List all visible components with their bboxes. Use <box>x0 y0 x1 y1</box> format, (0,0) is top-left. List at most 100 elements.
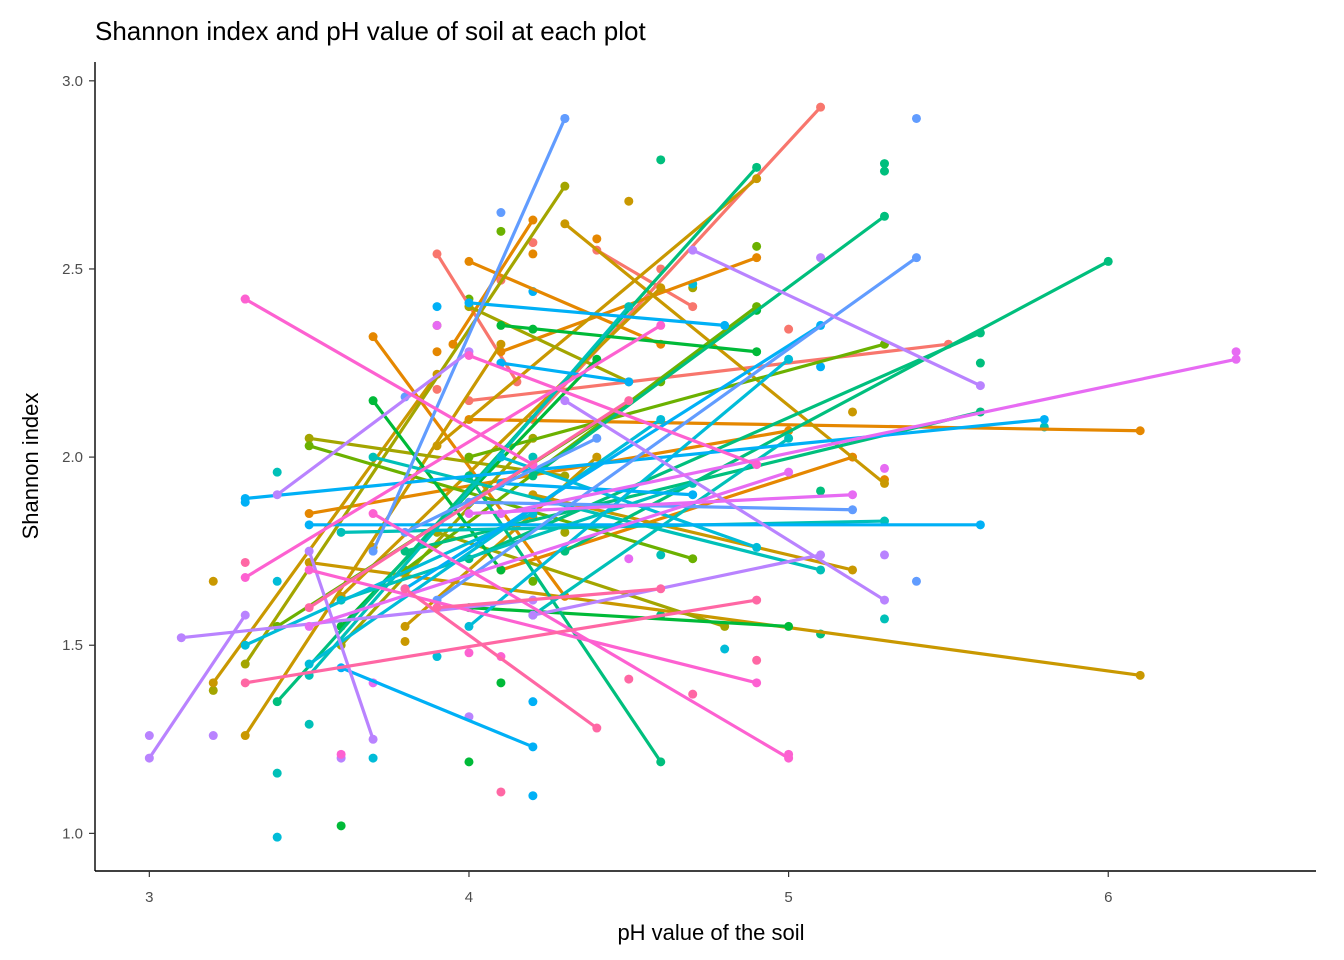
data-point <box>208 576 218 586</box>
data-point <box>304 433 314 443</box>
data-point <box>752 347 762 357</box>
data-point <box>272 467 282 477</box>
data-point <box>448 339 458 349</box>
data-point <box>816 102 826 112</box>
data-point <box>911 113 921 123</box>
data-point <box>240 610 250 620</box>
data-point <box>848 490 858 500</box>
data-point <box>432 302 442 312</box>
data-point <box>879 159 889 169</box>
y-axis-ticks: 1.0 1.5 2.0 2.5 3.0 <box>62 73 95 842</box>
data-point <box>688 302 698 312</box>
series-line <box>500 361 630 384</box>
data-point <box>656 414 666 424</box>
series-line <box>307 305 630 677</box>
series-line <box>467 358 790 628</box>
series-line <box>468 331 982 561</box>
data-point <box>1135 670 1145 680</box>
data-point <box>240 557 250 567</box>
series-line <box>531 214 886 478</box>
data-point <box>848 407 858 417</box>
data-point <box>368 332 378 342</box>
data-point <box>400 546 410 556</box>
data-point <box>752 542 762 552</box>
data-point <box>688 490 698 500</box>
y-tick-label: 1.5 <box>62 637 83 654</box>
data-point <box>784 621 794 631</box>
data-point <box>368 546 378 556</box>
data-point <box>528 238 538 248</box>
x-tick-label: 6 <box>1104 889 1112 906</box>
x-axis-title: pH value of the soil <box>617 920 804 945</box>
data-point <box>624 377 634 387</box>
data-point <box>816 565 826 575</box>
data-point <box>688 689 698 699</box>
series-line <box>531 106 822 421</box>
data-point <box>592 452 602 462</box>
data-point <box>304 659 314 669</box>
series-line <box>468 305 630 384</box>
data-point <box>528 791 538 801</box>
y-tick-label: 1.0 <box>62 825 83 842</box>
series-line <box>308 470 790 628</box>
data-point <box>240 493 250 503</box>
series-line <box>181 598 534 640</box>
data-point <box>560 181 570 191</box>
data-point <box>528 452 538 462</box>
data-point <box>240 640 250 650</box>
data-point <box>1231 354 1241 364</box>
series-line <box>245 417 1045 501</box>
series-line <box>692 248 982 388</box>
series-line <box>244 512 534 647</box>
data-point <box>240 573 250 583</box>
data-point <box>496 320 506 330</box>
data-point <box>784 753 794 763</box>
series-line <box>500 455 758 549</box>
series-line <box>468 259 662 346</box>
data-point <box>624 396 634 406</box>
series-line <box>308 418 662 666</box>
series-line <box>340 286 662 598</box>
series-line <box>307 550 375 740</box>
data-point <box>240 659 250 669</box>
data-point <box>560 219 570 229</box>
data-point <box>624 674 634 684</box>
series-line <box>436 256 918 602</box>
data-point <box>464 256 474 266</box>
data-point <box>368 396 378 406</box>
data-point <box>528 697 538 707</box>
data-point <box>368 509 378 519</box>
data-point <box>496 787 506 797</box>
data-point <box>592 433 602 443</box>
data-point <box>240 678 250 688</box>
data-point <box>752 655 762 665</box>
series-line <box>340 666 534 749</box>
series-line <box>341 519 885 534</box>
y-tick-label: 2.0 <box>62 449 83 466</box>
data-point <box>752 253 762 263</box>
data-point <box>304 603 314 613</box>
series-line <box>468 493 853 516</box>
series-line <box>276 350 470 497</box>
data-point <box>784 354 794 364</box>
data-point <box>1231 347 1241 357</box>
data-point <box>176 633 186 643</box>
data-point <box>400 621 410 631</box>
data-point <box>528 471 538 481</box>
data-point <box>432 249 442 259</box>
data-point <box>784 433 794 443</box>
data-point <box>688 245 698 255</box>
data-point <box>304 565 314 575</box>
data-point <box>432 603 442 613</box>
data-point <box>656 155 666 165</box>
series-line <box>244 598 757 685</box>
data-point <box>496 339 506 349</box>
series-line <box>531 436 790 617</box>
data-point <box>272 697 282 707</box>
data-point <box>304 509 314 519</box>
data-point <box>975 381 985 391</box>
data-point <box>368 753 378 763</box>
data-point <box>752 162 762 172</box>
data-point <box>336 821 346 831</box>
series-line <box>308 399 630 609</box>
